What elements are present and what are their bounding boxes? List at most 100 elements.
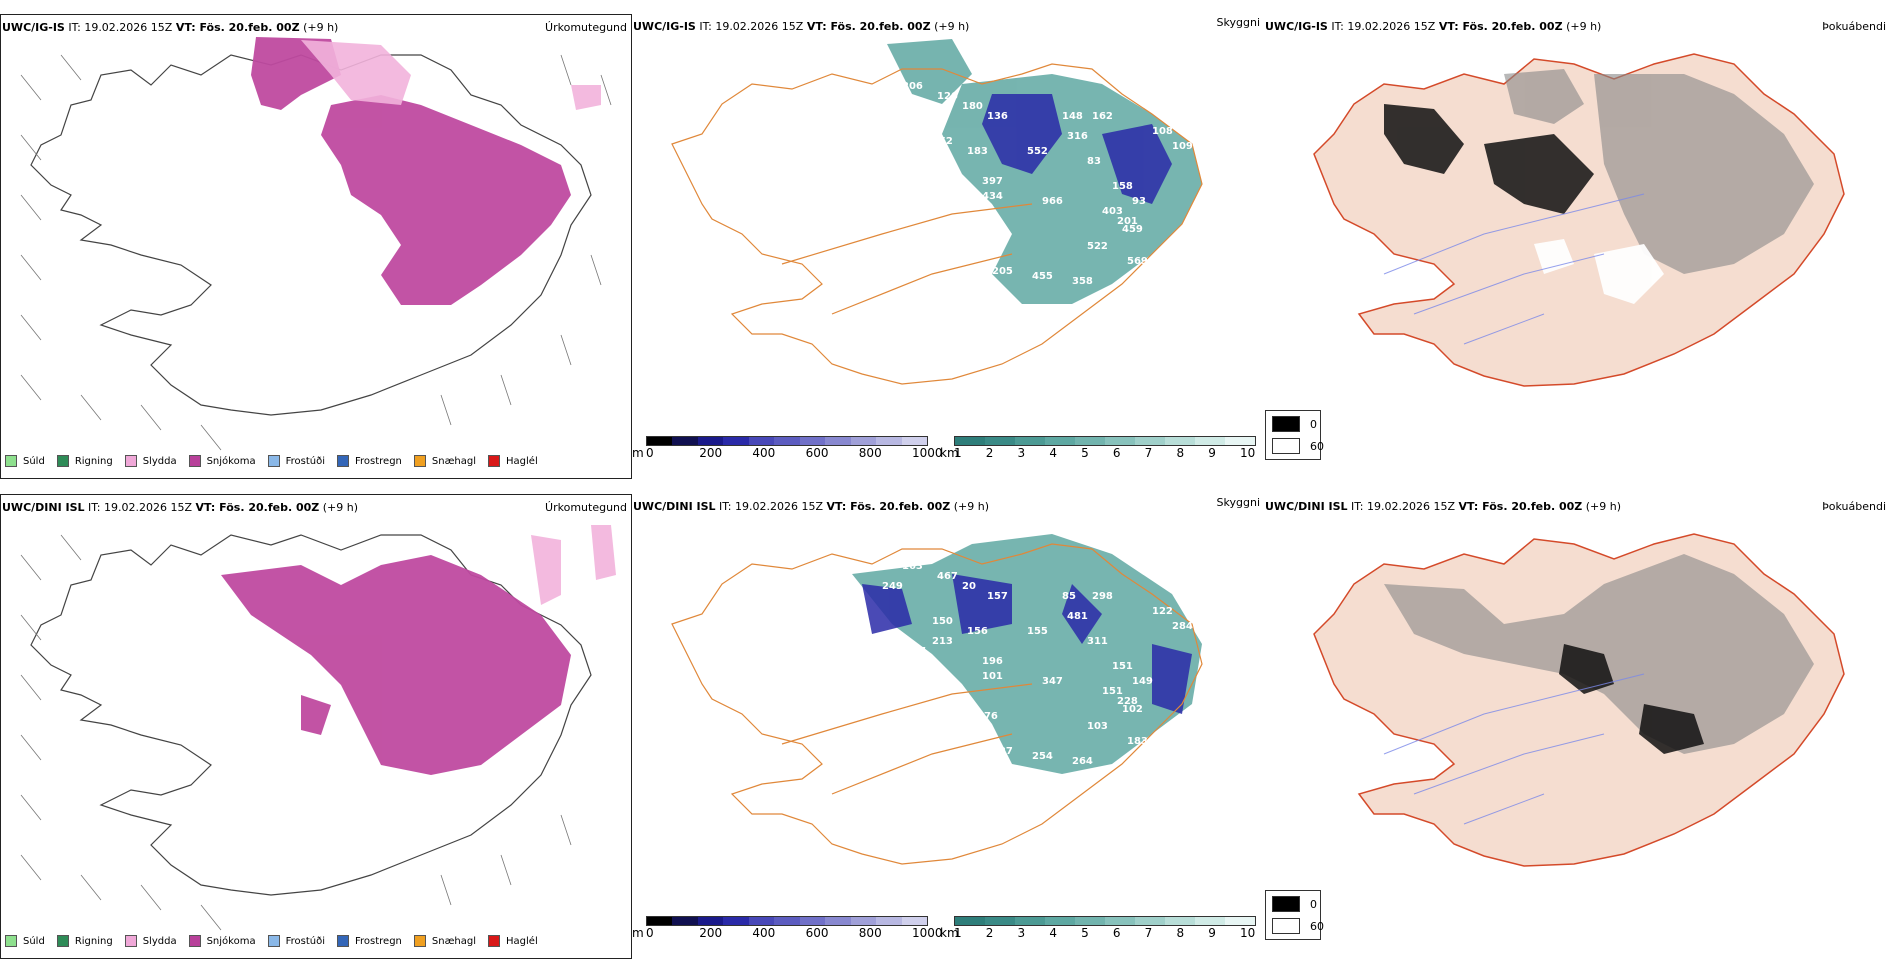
color-step [1075,437,1105,445]
cloud-height-label: 128 [927,241,948,252]
swatch [188,935,201,947]
cloud-height-label: 569 [1127,256,1148,267]
swatch [124,935,137,947]
precip-type-panel-1: UWC/IG-IS IT: 19.02.2026 15Z VT: Fös. 20… [0,14,632,479]
cloud-height-label: 127 [992,746,1013,757]
height-unit: m [632,926,644,940]
legend-item: Snæhagl [413,935,476,947]
panel-title: Úrkomutegund [545,501,627,514]
tick-label: 4 [1049,446,1057,460]
cloud-map: 206 126 180 136 77 183 552 148 162 316 83 108 109 152… [671,39,1203,385]
precip-map [20,37,612,451]
cloud-height-label: 552 [1027,146,1048,157]
cloud-height-label: 162 [1092,111,1113,122]
tick-label: 9 [1208,446,1216,460]
tick-label: 2 [985,926,994,940]
color-step [955,917,985,925]
cloud-height-label: 298 [1092,591,1113,602]
color-step [1195,437,1225,445]
cloud-numbers: 206 126 180 136 77 183 552 148 162 316 83 108 109 152… [882,81,1193,317]
legend-item: Slydda [124,935,177,947]
cloud-height-label: 434 [982,191,1003,202]
height-legend-2: m 0 200 400 600 800 1000 [632,916,943,940]
tick-label: 6 [1112,446,1121,460]
legend-item: Snjókoma [188,455,256,467]
cloud-height-label: 522 [1087,241,1108,252]
cloud-map: 163 467 20 157 249 156 155 85 298 481 311 122 284 150… [671,534,1203,865]
cover-legend-2: 0 60 [1265,890,1324,940]
cloud-numbers: 163 467 20 157 249 156 155 85 298 481 311 122 284 150… [882,561,1193,817]
cloud-height-label: 403 [1102,206,1123,217]
color-step [799,437,826,445]
swatch [188,455,201,467]
cloud-height-label: 158 [1112,181,1133,192]
cover-swatch-min [1272,896,1300,912]
color-step [876,437,902,445]
tick-label: 7 [1144,926,1153,940]
cloud-panel-2: 163 467 20 157 249 156 155 85 298 481 311 122 284 150… [632,494,1264,959]
cloud-height-label: 117 [952,251,973,262]
color-step [901,437,927,445]
color-step [850,917,877,925]
cloud-height-label: 149 [1132,676,1153,687]
swatch [337,455,349,467]
height-unit: m [632,446,644,460]
cloud-height-label: 117 [927,721,948,732]
cloud-height-label: 455 [1032,271,1053,282]
precip-legend: Súld Rigning Slydda Snjókoma Frostúði Fr… [5,932,550,950]
legend-item: Frostregn [337,935,402,947]
color-step [1135,917,1165,925]
cloud-height-label: 103 [1087,721,1108,732]
cloud-height-label: 264 [1072,756,1093,767]
cover-swatch-min [1272,416,1300,432]
cover-swatch-max [1272,438,1300,454]
color-step [723,917,749,925]
precip-map [20,525,616,931]
cloud-height-label: 93 [1132,196,1146,207]
cloud-height-label: 459 [1122,224,1143,235]
panel-title: Úrkomutegund [545,21,627,34]
swatch [267,455,280,467]
cover-swatch-max [1272,918,1300,934]
cloud-height-label: 358 [1072,276,1093,287]
tick-label: 200 [699,446,723,460]
cloud-height-label: 91 [952,731,966,742]
fog-map [1313,533,1845,867]
legend-item: Slydda [124,455,177,467]
height-color-strip [646,436,928,446]
cloud-height-label: 397 [982,176,1003,187]
color-step [697,917,724,925]
cloud-height-label: 244 [1137,751,1158,762]
color-step [1225,917,1255,925]
color-step [748,437,775,445]
vis-unit: km [940,446,959,460]
swatch [488,935,501,947]
cloud-height-label: 843 [962,286,983,297]
cloud-height-label: 966 [1042,196,1063,207]
swatch [5,935,17,947]
height-color-strip [646,916,928,926]
legend-item: Frostúði [267,455,325,467]
color-step [1165,437,1195,445]
swatch [488,455,501,467]
fog-map [1313,53,1845,387]
color-step [1045,437,1075,445]
fog-panel-1: UWC/IG-IS IT: 19.02.2026 15Z VT: Fös. 20… [1264,14,1896,479]
color-step [876,917,902,925]
cloud-height-label: 41 [932,156,946,167]
cloud-panel-1: 206 126 180 136 77 183 552 148 162 316 83 108 109 152… [632,14,1264,479]
legend-item: Rigning [56,935,113,947]
tick-label: 1000 [912,446,943,460]
legend-item: Haglél [488,935,538,947]
color-step [1045,917,1075,925]
tick-label: 0 [646,446,654,460]
color-step [901,917,927,925]
tick-label: 800 [858,926,882,940]
cloud-height-label: 213 [932,636,953,647]
cloud-height-label: 183 [967,146,988,157]
cloud-height-label: 293 [1052,786,1073,797]
color-step [1195,917,1225,925]
cloud-height-label: 467 [937,571,958,582]
cloud-height-label: 201 [1117,216,1138,227]
tick-label: 6 [1112,926,1121,940]
